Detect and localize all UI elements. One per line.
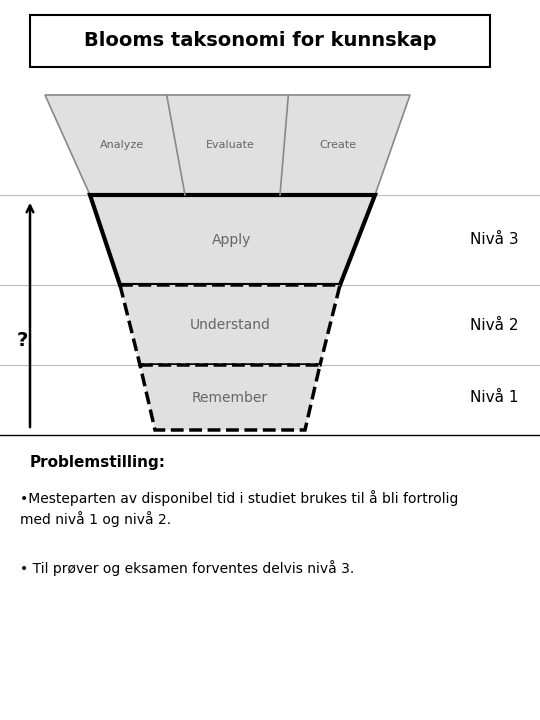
- FancyBboxPatch shape: [30, 15, 490, 67]
- Text: Remember: Remember: [192, 390, 268, 405]
- Polygon shape: [120, 285, 340, 365]
- Text: Create: Create: [320, 140, 357, 150]
- Polygon shape: [140, 365, 320, 430]
- Text: Nivå 1: Nivå 1: [470, 390, 518, 405]
- Text: ?: ?: [16, 330, 28, 349]
- Polygon shape: [45, 95, 410, 195]
- Text: Nivå 2: Nivå 2: [470, 318, 518, 333]
- Polygon shape: [90, 195, 375, 285]
- Text: Problemstilling:: Problemstilling:: [30, 455, 166, 470]
- Text: •Mesteparten av disponibel tid i studiet brukes til å bli fortrolig
med nivå 1 o: •Mesteparten av disponibel tid i studiet…: [20, 490, 458, 527]
- Text: Blooms taksonomi for kunnskap: Blooms taksonomi for kunnskap: [84, 32, 436, 50]
- Text: • Til prøver og eksamen forventes delvis nivå 3.: • Til prøver og eksamen forventes delvis…: [20, 560, 354, 576]
- Text: Analyze: Analyze: [99, 140, 144, 150]
- Text: Evaluate: Evaluate: [206, 140, 254, 150]
- Text: Apply: Apply: [212, 233, 251, 247]
- Text: Nivå 3: Nivå 3: [470, 233, 518, 248]
- Text: Understand: Understand: [190, 318, 271, 332]
